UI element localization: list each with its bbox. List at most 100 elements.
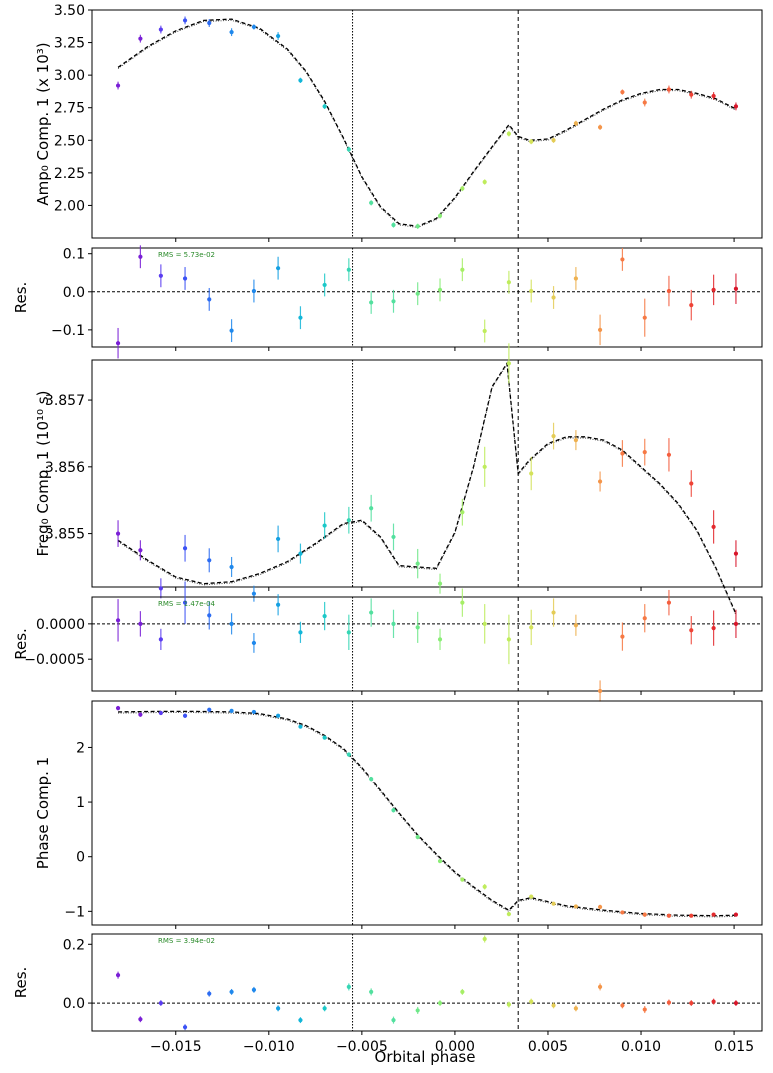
freq-panel-point [597, 479, 603, 484]
phase-panel-point [482, 884, 487, 889]
freq-panel-model-curve [117, 361, 737, 614]
panels-layer: 2.00 2.25 2.50 2.75 3.00 3.25 3.50 Amp₀ Comp. 1… [12, 3, 763, 1055]
amp-panel-point [391, 222, 396, 228]
amp-residual-panel-point [597, 327, 603, 332]
phase-residual-panel-point [689, 1000, 694, 1006]
amp-panel-ytick-label: 3.00 [54, 68, 85, 84]
freq-residual-panel-point [460, 600, 465, 605]
freq-panel-point [573, 438, 578, 443]
amp-panel-point [346, 147, 351, 152]
freq-residual-panel-point [529, 625, 534, 630]
amp-panel-point [437, 213, 443, 218]
freq-residual-panel-point [158, 637, 163, 642]
phase-residual-panel-point [391, 1018, 396, 1023]
amp-panel-ytick-label: 2.50 [54, 133, 85, 149]
phase-panel-point [551, 901, 556, 906]
x-tick-label: −0.015 [150, 1039, 202, 1055]
phase-panel-point [346, 752, 351, 757]
phase-panel-point [182, 713, 188, 718]
freq-residual-panel-rms-label: RMS = 1.47e-04 [158, 600, 216, 608]
amp-residual-panel-point [229, 328, 234, 333]
phase-residual-panel-point [298, 1018, 303, 1023]
freq-residual-panel-point [322, 613, 327, 619]
phase-residual-panel-point [158, 1000, 163, 1006]
phase-panel-point [642, 912, 647, 917]
freq-panel-point [689, 481, 694, 486]
freq-panel-point [733, 551, 739, 556]
freq-residual-panel-point [482, 621, 487, 626]
freq-residual-panel-frame [91, 596, 763, 692]
amp-panel-alt-model-curve [117, 19, 737, 228]
phase-panel-point [666, 913, 672, 918]
phase-residual-panel-point [711, 999, 716, 1004]
freq-panel-ytick-label: 3.857 [45, 393, 85, 409]
phase-panel-point [138, 712, 143, 717]
amp-panel-point [551, 138, 556, 143]
phase-residual-panel-rms-label: RMS = 3.94e-02 [158, 937, 215, 945]
phase-residual-panel-ytick-label: 0.2 [63, 937, 85, 953]
amp-panel-point [689, 92, 694, 97]
freq-residual-panel-point [711, 625, 716, 631]
phase-residual-panel-point [415, 1008, 420, 1013]
freq-panel-point [620, 451, 625, 456]
amp-residual-panel-point [391, 299, 396, 304]
x-axis-label: Orbital phase [375, 1048, 476, 1066]
phase-panel-point [506, 911, 511, 917]
phase-panel-ytick-label: 1 [76, 795, 85, 811]
phase-residual-panel-point [551, 1003, 556, 1008]
phase-panel-model-curve [118, 710, 736, 917]
freq-residual-panel-point [689, 628, 694, 633]
freq-panel-point [437, 581, 443, 586]
phase-panel-point [207, 707, 212, 712]
amp-panel-ytick-label: 3.25 [54, 36, 85, 52]
phase-panel-point [529, 894, 534, 899]
phase-panel-ylabel: Phase Comp. 1 [34, 757, 52, 869]
freq-panel-point [551, 434, 556, 439]
phase-residual-panel-point [666, 1000, 672, 1005]
phase-panel-point [620, 910, 625, 915]
amp-residual-panel-point [138, 254, 143, 259]
freq-residual-panel-point [251, 640, 257, 646]
freq-residual-panel-point [620, 634, 625, 639]
amp-panel-point [460, 186, 465, 191]
amp-panel-point [207, 20, 212, 26]
phase-residual-panel-point [251, 987, 257, 992]
amp-residual-panel-point [437, 287, 443, 292]
amp-panel-point [711, 93, 716, 99]
phase-residual-panel: −0.015 −0.010 −0.005 0.000 0.005 0.010 0.015 0.… [12, 933, 763, 1055]
amp-panel-model-curve [117, 18, 737, 227]
amp-residual-panel-point [322, 282, 327, 288]
freq-residual-panel-point [666, 600, 672, 605]
phase-residual-panel-point [322, 1006, 327, 1011]
phase-residual-panel-point [506, 1002, 511, 1007]
phase-panel-ytick-label: −1 [64, 904, 85, 920]
freq-residual-panel-ylabel: Res. [12, 628, 30, 660]
freq-residual-panel-point [437, 637, 443, 642]
phase-panel-point [415, 834, 420, 840]
freq-residual-panel-point [138, 621, 143, 626]
phase-residual-panel-point [642, 1007, 647, 1012]
amp-panel-ytick-label: 2.75 [54, 101, 85, 117]
phase-residual-panel-point [620, 1003, 625, 1008]
phase-residual-panel-point [207, 991, 212, 996]
phase-panel-point [369, 777, 374, 782]
amp-residual-panel-point [276, 266, 281, 271]
amp-residual-panel-ytick-label: −0.1 [51, 323, 85, 339]
freq-panel-point [666, 452, 672, 457]
amp-residual-panel-point [482, 328, 487, 334]
amp-panel-point [666, 87, 672, 92]
amp-residual-panel-point [182, 276, 188, 281]
amp-residual-panel-ytick-label: 0.0 [63, 285, 85, 301]
amp-panel: 2.00 2.25 2.50 2.75 3.00 3.25 3.50 Amp₀ Comp. 1… [34, 3, 763, 242]
phase-panel-point [437, 858, 443, 864]
amp-panel-ylabel: Amp₀ Comp. 1 (x 10³) [34, 42, 52, 205]
freq-panel-point [182, 546, 188, 551]
freq-panel-point [158, 586, 163, 591]
phase-panel-point [711, 912, 716, 917]
amp-panel-point [529, 139, 534, 144]
amp-panel-point [369, 200, 374, 205]
amp-panel-point [158, 27, 163, 32]
phase-residual-panel-point [229, 989, 234, 995]
amp-panel-point [415, 224, 420, 229]
phase-residual-panel-point [369, 989, 374, 995]
